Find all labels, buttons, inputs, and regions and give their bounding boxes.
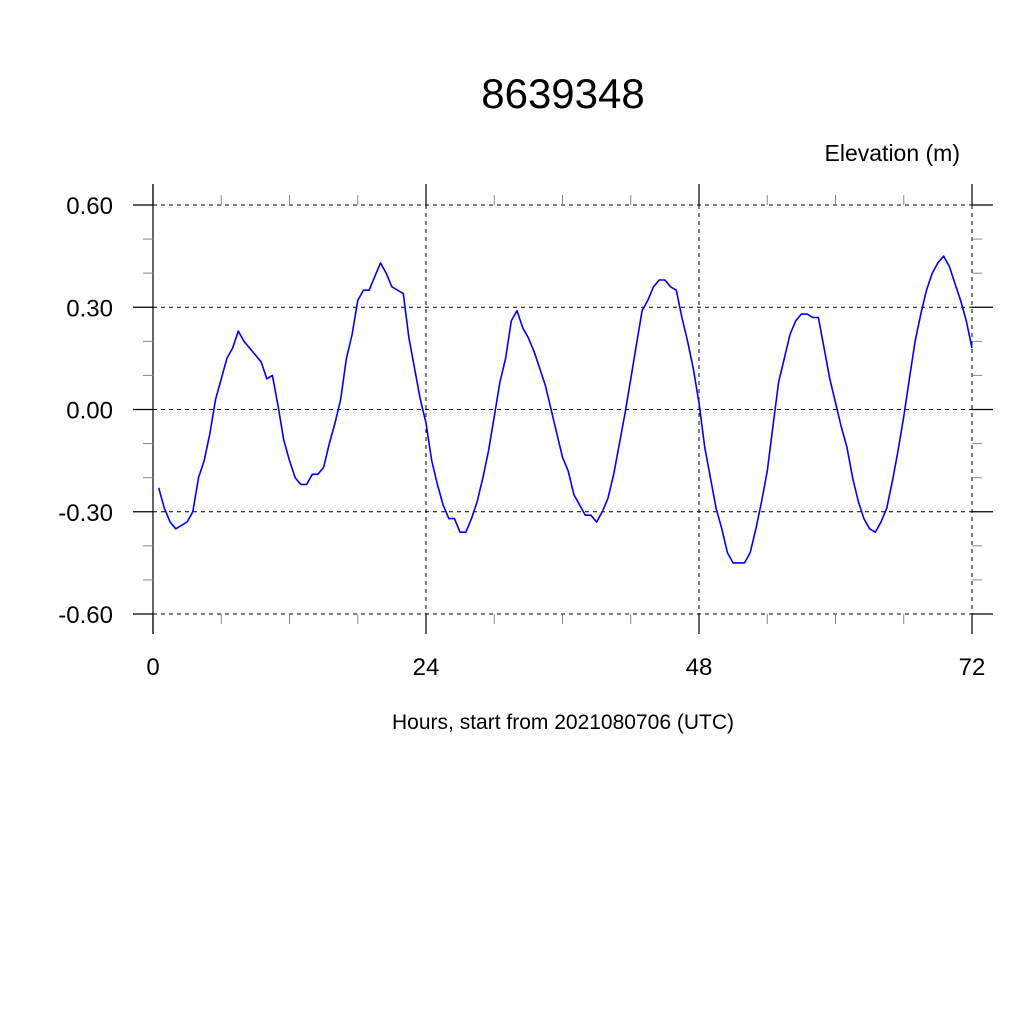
grid bbox=[152, 204, 973, 615]
x-tick-label: 24 bbox=[413, 654, 440, 681]
x-tick-label: 48 bbox=[686, 654, 713, 681]
y-tick-label: -0.30 bbox=[58, 500, 113, 527]
y-axis-label: Elevation (m) bbox=[825, 140, 960, 166]
x-tick-label: 0 bbox=[146, 654, 159, 681]
x-axis-label: Hours, start from 2021080706 (UTC) bbox=[392, 711, 734, 734]
y-tick-label: 0.00 bbox=[66, 398, 113, 425]
y-tick-label: 0.60 bbox=[66, 193, 113, 220]
y-tick-label: 0.30 bbox=[66, 295, 113, 322]
chart-title: 8639348 bbox=[481, 70, 645, 117]
y-tick-label: -0.60 bbox=[58, 602, 113, 629]
tick-labels: 0.60 0.30 0.00 -0.30 -0.60 0 24 48 72 bbox=[58, 193, 985, 681]
series-line bbox=[157, 255, 973, 564]
x-tick-label: 72 bbox=[959, 654, 986, 681]
axes bbox=[133, 184, 993, 634]
